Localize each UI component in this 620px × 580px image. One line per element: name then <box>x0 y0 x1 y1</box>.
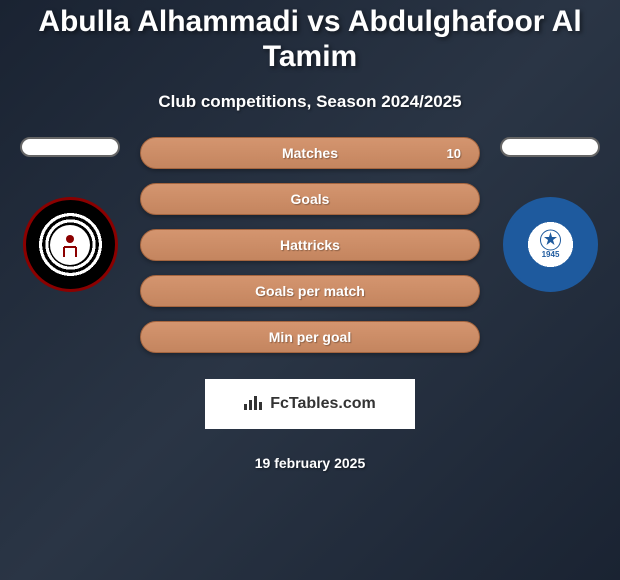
stat-bar-goals: Goals <box>140 183 480 215</box>
player-icon <box>60 233 80 257</box>
subtitle: Club competitions, Season 2024/2025 <box>158 92 461 112</box>
svg-text:1945: 1945 <box>541 250 559 259</box>
logo-text: FcTables.com <box>270 395 376 413</box>
left-column <box>15 137 125 292</box>
date-text: 19 february 2025 <box>255 455 366 471</box>
right-team-badge: 1945 <box>503 197 598 292</box>
right-pill <box>500 137 600 157</box>
stat-label: Hattricks <box>280 237 340 253</box>
left-pill <box>20 137 120 157</box>
stats-column: Matches 10 Goals Hattricks Goals per mat… <box>140 137 480 471</box>
main-container: Abulla Alhammadi vs Abdulghafoor Al Tami… <box>0 0 620 580</box>
page-title: Abulla Alhammadi vs Abdulghafoor Al Tami… <box>30 5 590 74</box>
chart-icon <box>244 394 264 415</box>
stat-label: Min per goal <box>269 329 351 345</box>
left-team-badge <box>23 197 118 292</box>
comparison-area: Matches 10 Goals Hattricks Goals per mat… <box>0 137 620 471</box>
left-badge-inner <box>50 225 90 265</box>
right-badge-inner: 1945 <box>533 226 568 264</box>
stat-bar-min-per-goal: Min per goal <box>140 321 480 353</box>
stat-label: Goals per match <box>255 283 365 299</box>
stat-bar-hattricks: Hattricks <box>140 229 480 261</box>
stat-value: 10 <box>447 146 461 161</box>
stat-bar-goals-per-match: Goals per match <box>140 275 480 307</box>
right-column: 1945 <box>495 137 605 292</box>
stat-label: Matches <box>282 145 338 161</box>
stat-bar-matches: Matches 10 <box>140 137 480 169</box>
stat-label: Goals <box>291 191 330 207</box>
fctables-logo[interactable]: FcTables.com <box>205 379 415 429</box>
